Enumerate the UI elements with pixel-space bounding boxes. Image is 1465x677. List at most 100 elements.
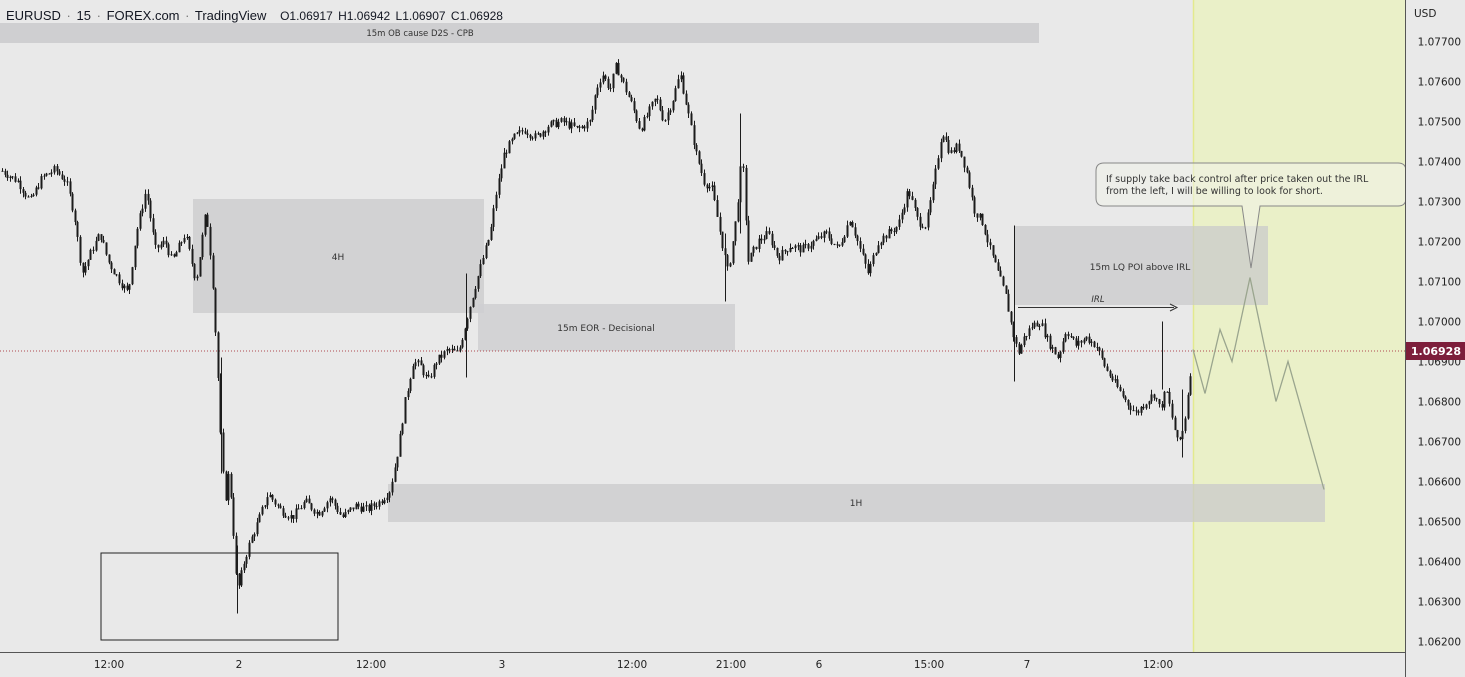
candle-body — [633, 101, 636, 111]
candle-body — [1098, 347, 1101, 351]
candle-body — [27, 196, 30, 198]
zone-4h[interactable] — [193, 199, 484, 313]
candle-body — [173, 254, 176, 257]
candle-body — [209, 226, 212, 256]
candle-body — [115, 274, 118, 276]
candle-body — [375, 506, 378, 508]
candle-body — [1124, 396, 1127, 400]
candle-body — [108, 254, 111, 263]
candle-body — [778, 255, 781, 261]
candle-body — [872, 255, 875, 265]
candle-body — [118, 274, 121, 284]
candle-body — [295, 508, 298, 519]
candle-body — [362, 506, 365, 512]
candle-body — [451, 348, 454, 350]
zone-1h[interactable] — [388, 484, 1325, 522]
candle-body — [248, 542, 251, 557]
candle-body — [14, 176, 17, 182]
candle-body — [128, 284, 131, 290]
candle-body — [745, 167, 748, 221]
candle-body — [482, 257, 485, 265]
candle-body — [37, 187, 40, 189]
candle-body — [560, 118, 563, 122]
candle-body — [669, 110, 672, 113]
candle-body — [339, 511, 342, 515]
symbol-label[interactable]: EURUSD — [6, 8, 61, 23]
candle-body — [48, 173, 51, 175]
candle-body — [1038, 325, 1041, 327]
lq-poi-zone[interactable] — [1014, 226, 1268, 305]
projection-path[interactable] — [1192, 277, 1325, 490]
price-tick-label: 1.06300 — [1418, 597, 1461, 609]
candle-body — [326, 502, 329, 509]
candle-body — [547, 126, 550, 133]
candle-body — [201, 234, 204, 258]
candle-body — [243, 563, 246, 571]
candle-body — [1163, 391, 1166, 408]
candle-body — [862, 248, 865, 255]
candle-body — [183, 238, 186, 243]
candle-body — [422, 365, 425, 376]
candle-body — [638, 121, 641, 129]
candle-body — [61, 174, 64, 180]
candle-body — [485, 245, 488, 258]
interval-label[interactable]: 15 — [76, 8, 91, 23]
candle-body — [719, 216, 722, 232]
time-ticks-group[interactable]: 12:00 2 12:00 3 12:00 21:00 6 15:00 7 12:00 — [94, 659, 1173, 671]
candle-body — [518, 130, 521, 133]
exchange-label: FOREX.com — [106, 8, 180, 23]
candle-body — [199, 257, 202, 277]
eor-zone[interactable] — [478, 304, 735, 351]
candle-body — [815, 238, 818, 241]
candle-body — [828, 231, 831, 239]
candle-body — [979, 213, 982, 218]
candle-body — [477, 276, 480, 289]
candle-body — [713, 185, 716, 201]
candle-body — [716, 200, 719, 217]
candle-body — [851, 222, 854, 228]
candle-body — [498, 178, 501, 195]
eor-zone-label: 15m EOR - Decisional — [557, 324, 654, 334]
candle-body — [1150, 394, 1153, 402]
candle-body — [40, 176, 43, 189]
candle-body — [890, 229, 893, 232]
candle-body — [648, 106, 651, 117]
candle-body — [916, 207, 919, 217]
liquidity-sweep-box[interactable] — [100, 552, 339, 641]
candle-body — [139, 213, 142, 229]
candle-body — [157, 244, 160, 248]
candle-body — [401, 423, 404, 434]
candle-body — [1002, 276, 1005, 286]
candle-body — [409, 378, 412, 391]
candle-body — [188, 236, 191, 249]
candle-body — [225, 471, 228, 501]
candle-body — [505, 152, 508, 154]
candle-body — [6, 174, 9, 179]
candle-body — [1137, 411, 1140, 413]
separator: · — [66, 8, 71, 23]
price-tick-label: 1.06800 — [1418, 397, 1461, 409]
candle-body — [877, 245, 880, 253]
candle-body — [1007, 293, 1010, 312]
candle-body — [1171, 403, 1174, 418]
candle-body — [191, 248, 194, 264]
candle-body — [921, 226, 924, 228]
candle-body — [968, 172, 971, 188]
price-axis-panel[interactable] — [1405, 0, 1465, 652]
candle-body — [1111, 376, 1114, 381]
candle-body — [1155, 397, 1158, 400]
candle-body — [383, 500, 386, 504]
candle-body — [271, 494, 274, 500]
candle-body — [131, 267, 134, 285]
candle-body — [89, 249, 92, 260]
candle-body — [149, 200, 152, 219]
candle-body — [251, 536, 254, 543]
candle-body — [911, 196, 914, 200]
candle-body — [1148, 401, 1151, 405]
candle-body — [615, 62, 618, 74]
candle-body — [235, 535, 238, 574]
ob-zone[interactable] — [0, 23, 1039, 43]
currency-label[interactable]: USD — [1414, 8, 1436, 20]
candle-body — [318, 511, 321, 516]
